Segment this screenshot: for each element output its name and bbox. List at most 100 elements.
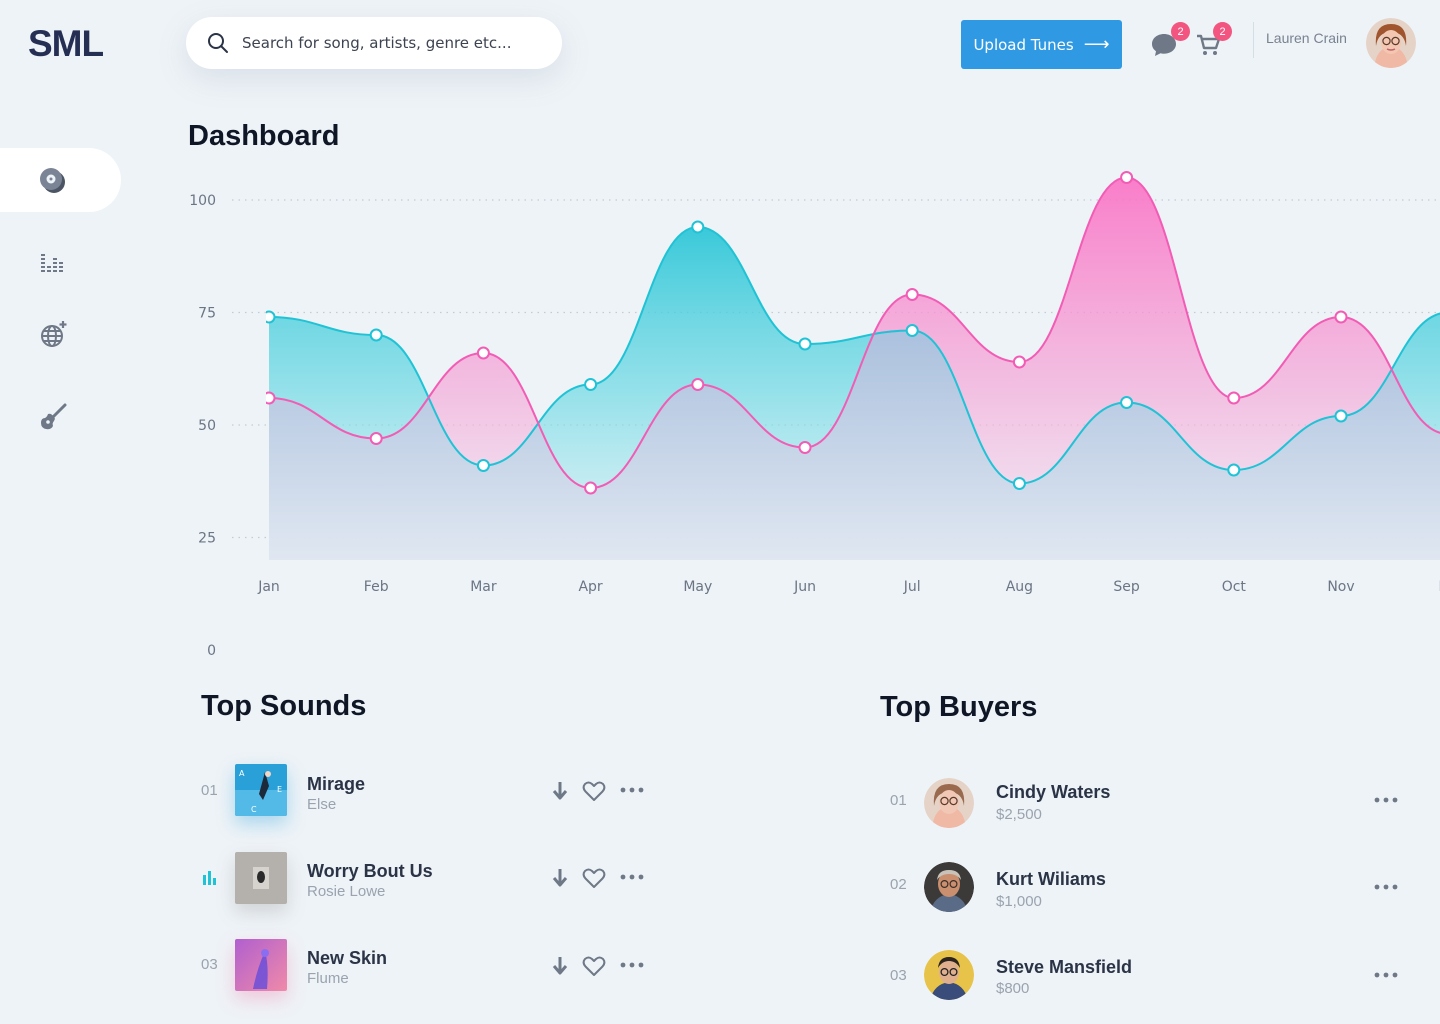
svg-text:C: C bbox=[251, 805, 257, 814]
sidebar-item-globe[interactable] bbox=[38, 320, 68, 350]
x-tick-label: Apr bbox=[578, 579, 602, 595]
series-cyan-point[interactable] bbox=[1334, 409, 1348, 423]
x-tick-label: Jul bbox=[903, 579, 921, 595]
svg-text:A: A bbox=[239, 769, 245, 778]
buyer-name[interactable]: Cindy Waters bbox=[996, 782, 1111, 802]
download-icon[interactable] bbox=[548, 866, 572, 890]
chat-bubble-icon bbox=[1152, 34, 1176, 56]
song-title[interactable]: Mirage bbox=[307, 774, 366, 794]
sml-logo[interactable]: SML bbox=[28, 22, 108, 66]
sidebar-item-disc[interactable] bbox=[38, 166, 68, 196]
more-options-icon[interactable] bbox=[1374, 970, 1398, 980]
buyer-name[interactable]: Steve Mansfield bbox=[996, 957, 1133, 977]
buyer-rank: 03 bbox=[890, 967, 907, 984]
logo-text: SML bbox=[28, 23, 104, 64]
series-cyan-point[interactable] bbox=[476, 459, 490, 472]
series-cyan-point[interactable] bbox=[691, 220, 705, 234]
user-avatar[interactable] bbox=[1366, 18, 1416, 68]
series-pink-point[interactable] bbox=[1227, 391, 1241, 405]
x-tick-label: Jun bbox=[793, 579, 816, 595]
equalizer-icon bbox=[41, 254, 63, 272]
more-options-icon[interactable] bbox=[1374, 795, 1398, 805]
y-tick-label: 50 bbox=[198, 418, 216, 434]
user-name[interactable]: Lauren Crain bbox=[1266, 30, 1347, 46]
buyer-name[interactable]: Kurt Wiliams bbox=[996, 869, 1106, 889]
series-cyan-point[interactable] bbox=[584, 378, 598, 391]
globe-plus-icon bbox=[41, 321, 67, 347]
buyer-amount: $1,000 bbox=[996, 893, 1042, 910]
more-options-icon[interactable] bbox=[620, 960, 644, 970]
messages-badge: 2 bbox=[1171, 22, 1190, 41]
album-cover-worry-bout-us[interactable] bbox=[235, 852, 287, 904]
x-tick-label: Sep bbox=[1113, 579, 1140, 595]
search-input[interactable] bbox=[242, 34, 562, 52]
x-tick-label: Mar bbox=[470, 579, 497, 595]
heart-icon[interactable] bbox=[582, 779, 606, 803]
y-tick-label: 25 bbox=[198, 531, 216, 547]
album-cover-new-skin[interactable] bbox=[235, 939, 287, 991]
buyer-avatar[interactable] bbox=[924, 862, 974, 912]
arrow-right-icon: ⟶ bbox=[1083, 34, 1110, 55]
album-cover-mirage[interactable]: A E C bbox=[235, 764, 287, 816]
song-title[interactable]: Worry Bout Us bbox=[307, 861, 433, 881]
x-tick-label: Feb bbox=[364, 579, 389, 595]
series-pink-point[interactable] bbox=[1012, 355, 1026, 369]
series-cyan-point[interactable] bbox=[798, 337, 812, 351]
upload-tunes-button[interactable]: Upload Tunes ⟶ bbox=[961, 20, 1122, 69]
song-artist[interactable]: Else bbox=[307, 796, 337, 813]
series-pink-point[interactable] bbox=[905, 288, 919, 301]
series-pink-point[interactable] bbox=[369, 432, 383, 445]
page-title: Dashboard bbox=[188, 120, 340, 152]
svg-text:E: E bbox=[277, 785, 282, 794]
more-options-icon[interactable] bbox=[620, 785, 644, 795]
search-bar[interactable] bbox=[186, 17, 562, 69]
series-pink-point[interactable] bbox=[798, 441, 812, 454]
more-options-icon[interactable] bbox=[1374, 882, 1398, 892]
x-tick-label: Aug bbox=[1006, 579, 1033, 595]
x-tick-label: May bbox=[683, 579, 712, 595]
song-title[interactable]: New Skin bbox=[307, 948, 388, 968]
y-tick-label: 75 bbox=[198, 306, 216, 322]
y-tick-label: 0 bbox=[207, 643, 216, 659]
series-cyan-point[interactable] bbox=[369, 328, 383, 342]
y-tick-label: 100 bbox=[189, 193, 216, 209]
series-pink-point[interactable] bbox=[584, 481, 598, 495]
series-pink-point[interactable] bbox=[691, 378, 705, 391]
heart-icon[interactable] bbox=[582, 866, 606, 890]
download-icon[interactable] bbox=[548, 779, 572, 803]
messages-button[interactable]: 2 bbox=[1150, 22, 1190, 62]
more-options-icon[interactable] bbox=[620, 872, 644, 882]
x-tick-label: Oct bbox=[1222, 579, 1247, 595]
cart-button[interactable]: 2 bbox=[1196, 22, 1232, 64]
cart-badge: 2 bbox=[1213, 22, 1232, 41]
series-overlap-area bbox=[269, 227, 1440, 560]
buyer-amount: $2,500 bbox=[996, 806, 1042, 823]
heart-icon[interactable] bbox=[582, 954, 606, 978]
x-tick-label: De bbox=[1438, 579, 1440, 595]
series-pink-point[interactable] bbox=[476, 346, 490, 360]
buyer-avatar[interactable] bbox=[924, 950, 974, 1000]
guitar-icon bbox=[41, 403, 67, 430]
sidebar-item-equalizer[interactable] bbox=[38, 250, 68, 280]
series-cyan-point[interactable] bbox=[1012, 477, 1026, 490]
series-cyan-point[interactable] bbox=[1120, 396, 1134, 409]
upload-tunes-label: Upload Tunes bbox=[973, 35, 1074, 54]
series-cyan-point[interactable] bbox=[1227, 463, 1241, 477]
song-artist[interactable]: Rosie Lowe bbox=[307, 883, 386, 900]
sound-rank: 01 bbox=[201, 782, 218, 799]
dashboard-chart: 100 75 50 25 0 Jan Feb Mar Apr May Jun Jul Aug Sep Oc… bbox=[189, 171, 1440, 659]
series-pink-point[interactable] bbox=[1334, 310, 1348, 324]
series-cyan-point[interactable] bbox=[264, 310, 276, 324]
series-pink-point[interactable] bbox=[264, 391, 276, 405]
top-buyers-title: Top Buyers bbox=[880, 691, 1038, 723]
buyer-avatar[interactable] bbox=[924, 778, 974, 828]
sidebar-item-guitar[interactable] bbox=[38, 402, 68, 432]
header-divider bbox=[1253, 22, 1254, 58]
download-icon[interactable] bbox=[548, 954, 572, 978]
x-tick-label: Jan bbox=[257, 579, 280, 595]
series-cyan-point[interactable] bbox=[905, 324, 919, 337]
top-sounds-title: Top Sounds bbox=[201, 690, 367, 722]
sound-rank: 03 bbox=[201, 956, 218, 973]
song-artist[interactable]: Flume bbox=[307, 970, 349, 987]
series-pink-point[interactable] bbox=[1120, 171, 1134, 184]
